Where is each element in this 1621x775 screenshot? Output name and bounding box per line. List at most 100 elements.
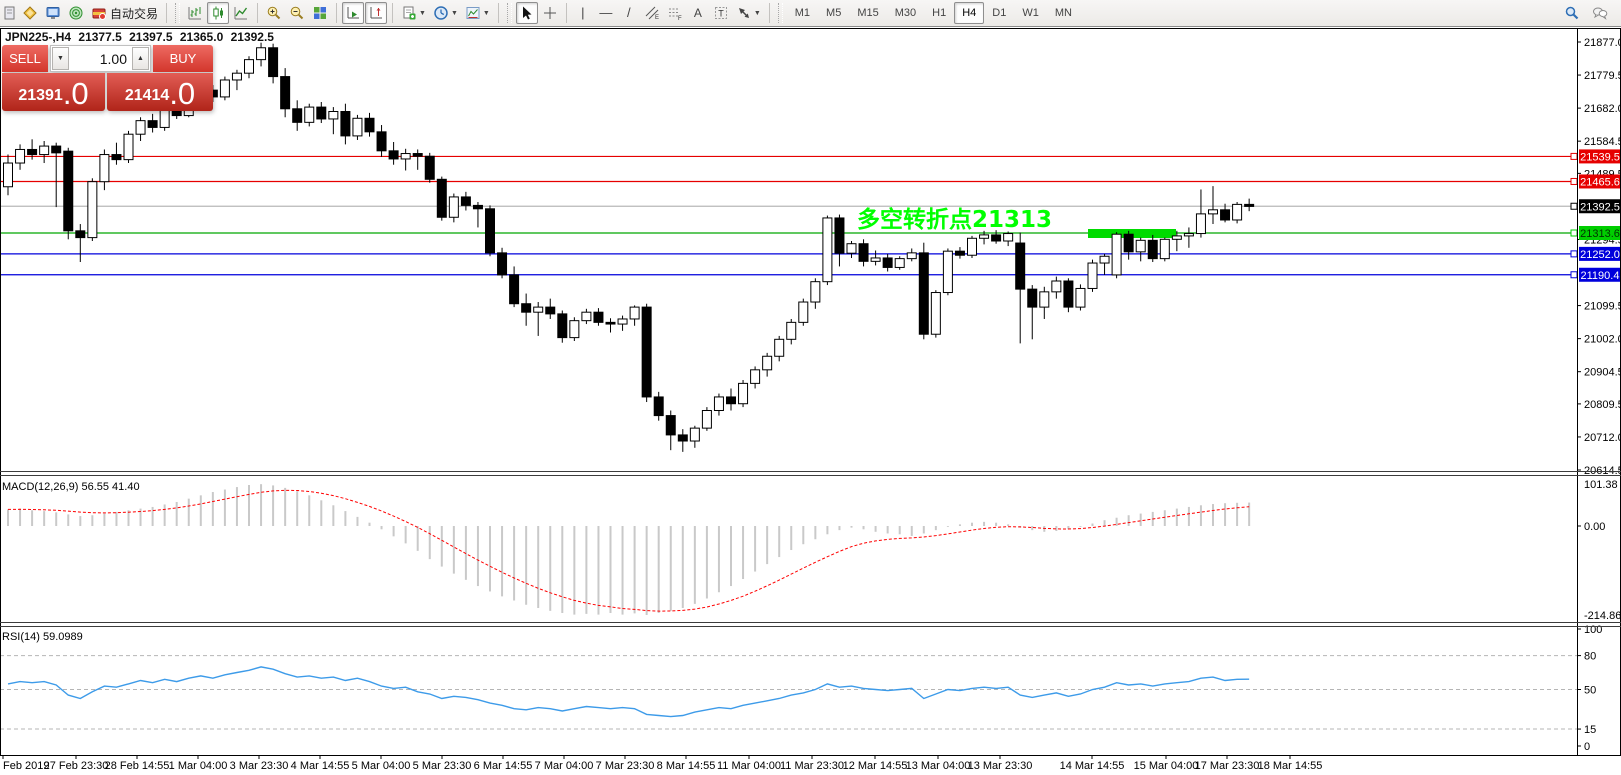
level-21465.6-badge: [1579, 174, 1621, 189]
crosshair-tool-button[interactable]: [539, 2, 561, 24]
cursor-tool-button[interactable]: [515, 2, 538, 24]
date-label: 28 Feb 14:55: [105, 760, 170, 772]
sell-button[interactable]: SELL: [2, 45, 48, 72]
dropdown-arrow-icon: ▼: [450, 9, 458, 17]
candle-bull: [123, 133, 134, 161]
close-value: 21392.5: [230, 30, 274, 44]
terminal-window-button[interactable]: [42, 2, 64, 24]
candle-bull: [1183, 233, 1194, 237]
text-tool-button[interactable]: A: [687, 2, 709, 24]
candle-bear: [460, 196, 471, 206]
auto-scroll-icon: [347, 7, 360, 19]
candle-bear: [111, 154, 122, 161]
line-chart-mode-button[interactable]: [230, 2, 252, 24]
date-label: 17 Mar 23:30: [1195, 760, 1260, 772]
indicators-icon: [466, 7, 480, 19]
timeframe-M5[interactable]: M5: [826, 7, 842, 19]
price-tick-label: 20809.5: [1584, 399, 1621, 411]
price-tick-label: 21584.5: [1584, 136, 1621, 148]
price-tick-label: 21099.5: [1584, 301, 1621, 313]
timeframe-M30[interactable]: M30: [894, 7, 917, 19]
new-order-gold-button[interactable]: [19, 2, 41, 24]
candle-bull: [219, 79, 230, 98]
dropdown-arrow-icon: ▼: [482, 9, 490, 17]
date-label: 4 Mar 14:55: [291, 760, 350, 772]
toolbar-separator: [392, 3, 394, 23]
equidistant-channel-tool-button[interactable]: E: [641, 2, 663, 24]
chat-bubbles-icon: [1593, 7, 1608, 20]
candle-bear: [726, 396, 736, 405]
volume-increase-button[interactable]: ▲: [132, 47, 149, 70]
candle-bear: [147, 120, 158, 128]
timeframe-M1[interactable]: M1: [794, 7, 811, 19]
fibonacci-tool-button[interactable]: F: [664, 2, 686, 24]
volume-decrease-button[interactable]: ▼: [52, 47, 69, 70]
macd-pane-label: MACD(12,26,9) 56.55 41.40: [2, 481, 140, 493]
candle-bear: [340, 110, 351, 137]
level-21313.6-badge: [1579, 225, 1621, 240]
candle-bull: [3, 162, 13, 188]
candle-bull: [256, 47, 267, 61]
buy-price-button[interactable]: 21414.0: [107, 73, 213, 111]
toolbar-separator: [336, 3, 338, 23]
chat-button[interactable]: [1589, 2, 1611, 24]
arrows-icon: [738, 8, 749, 18]
volume-stepper: ▼ 1.00 ▲: [50, 45, 151, 72]
timeframe-M15[interactable]: M15: [857, 7, 879, 19]
fibonacci-icon: F: [668, 8, 682, 21]
search-button[interactable]: [1561, 2, 1583, 24]
chart-background: [0, 28, 1621, 775]
clipped-toolbar-icon[interactable]: [0, 2, 18, 24]
candle-bull: [159, 108, 170, 128]
new-order-button[interactable]: ▼: [398, 2, 429, 24]
level-21313.6-badge-label: 21313.6: [1580, 228, 1620, 240]
periods-button[interactable]: ▼: [430, 2, 461, 24]
candle-bear: [376, 131, 387, 152]
bar-chart-mode-button[interactable]: [184, 2, 206, 24]
candle-bull: [400, 153, 411, 160]
text-label-tool-button[interactable]: T: [710, 2, 732, 24]
candle-bear: [653, 396, 664, 417]
sell-price-button[interactable]: 21391.0: [2, 73, 105, 111]
candlestick-mode-button[interactable]: [207, 2, 230, 24]
candle-bull: [870, 257, 881, 262]
candle-bear: [605, 321, 616, 325]
current-price-badge-label: 21392.5: [1580, 201, 1620, 213]
autotrading-button[interactable]: 自动交易: [88, 2, 161, 24]
indicators-button[interactable]: ▼: [462, 2, 493, 24]
candle-bull: [304, 106, 315, 123]
candle-bull: [99, 154, 110, 183]
candle-bull: [1099, 255, 1110, 264]
zoom-out-button[interactable]: [286, 2, 308, 24]
zoom-in-button[interactable]: [263, 2, 285, 24]
timeframe-MN[interactable]: MN: [1054, 7, 1072, 19]
candle-bear: [882, 257, 893, 268]
candle-bull: [930, 292, 941, 335]
candle-bull: [629, 306, 640, 320]
trade-panel-top-row: SELL ▼ 1.00 ▲ BUY: [2, 45, 213, 72]
date-label: 12 Mar 14:55: [843, 760, 908, 772]
price-tick-label: 21002.0: [1584, 334, 1621, 346]
main-toolbar: 自动交易 ▼ ▼ ▼ | —: [0, 0, 1621, 27]
dropdown-arrow-icon: ▼: [419, 9, 426, 17]
candle-bear: [1244, 203, 1255, 207]
horizontal-line-tool-button[interactable]: —: [595, 2, 617, 24]
timeframe-H1[interactable]: H1: [932, 7, 947, 19]
market-watch-button[interactable]: [65, 2, 87, 24]
timeframe-D1[interactable]: D1: [992, 7, 1007, 19]
chart-shift-button[interactable]: [365, 2, 388, 24]
candle-bull: [231, 72, 242, 81]
date-label: 18 Mar 14:55: [1258, 760, 1323, 772]
volume-input[interactable]: 1.00: [99, 50, 127, 67]
trendline-tool-button[interactable]: /: [618, 2, 640, 24]
candle-bull: [1135, 239, 1146, 253]
buy-button[interactable]: BUY: [153, 45, 213, 72]
timeframe-W1[interactable]: W1: [1022, 7, 1039, 19]
vertical-line-tool-button[interactable]: |: [572, 2, 594, 24]
tile-windows-button[interactable]: [309, 2, 331, 24]
arrows-tool-button[interactable]: ▼: [733, 2, 764, 24]
auto-scroll-button[interactable]: [342, 2, 365, 24]
timeframe-H4[interactable]: H4: [954, 2, 985, 24]
candle-bear: [545, 306, 556, 315]
